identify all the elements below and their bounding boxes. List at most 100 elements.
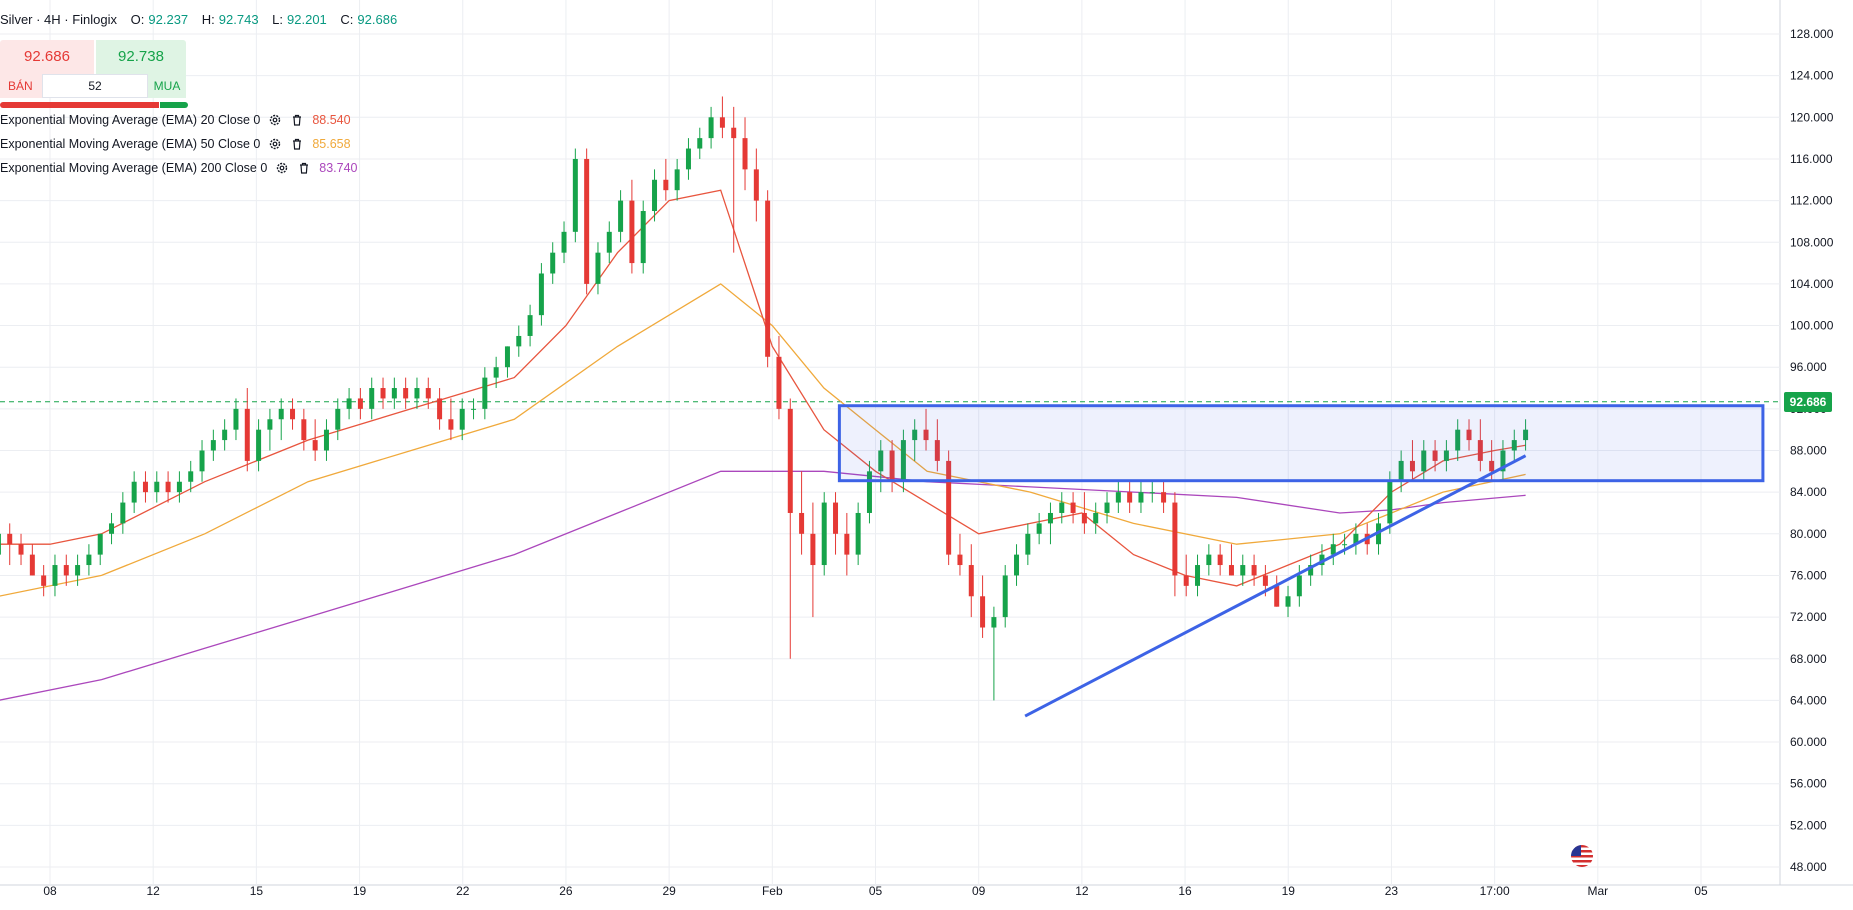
gear-icon[interactable] <box>275 161 289 175</box>
candle <box>776 335 782 420</box>
candle-body <box>471 408 477 410</box>
candle <box>765 190 771 368</box>
price-tick-label: 64.000 <box>1790 693 1827 707</box>
price-tick-label: 108.000 <box>1790 235 1834 249</box>
candle <box>912 419 918 461</box>
candle <box>233 398 239 441</box>
candle <box>7 523 13 566</box>
candle-body <box>1081 512 1087 524</box>
trash-icon[interactable] <box>290 113 304 127</box>
candle-body <box>572 158 578 232</box>
trash-icon[interactable] <box>290 137 304 151</box>
time-tick-label: 23 <box>1385 884 1399 898</box>
candle-body <box>131 481 137 503</box>
candle-body <box>1025 533 1031 555</box>
candle <box>538 263 544 326</box>
low-label: L: <box>272 12 284 27</box>
time-tick-label: 26 <box>559 884 573 898</box>
candle <box>29 544 35 576</box>
candle-body <box>719 117 725 128</box>
ema200-line <box>0 470 1526 701</box>
candle <box>448 398 454 441</box>
candle-body <box>403 388 409 399</box>
candle <box>41 565 47 597</box>
candle-body <box>188 471 194 482</box>
candle-body <box>301 419 307 441</box>
candle-body <box>878 450 884 472</box>
candle-body <box>1149 492 1155 494</box>
candle-body <box>448 419 454 430</box>
candle <box>1149 481 1155 503</box>
candle <box>1455 419 1461 461</box>
candle <box>1014 544 1020 586</box>
candle <box>278 398 284 441</box>
candle-body <box>1421 450 1427 472</box>
candle-body <box>1398 460 1404 482</box>
candle-body <box>323 429 329 451</box>
candle-body <box>1240 565 1246 576</box>
candle-body <box>482 377 488 409</box>
candle-body <box>199 450 205 472</box>
candle-body <box>165 481 171 493</box>
candle-body <box>1047 512 1053 524</box>
candle <box>685 138 691 180</box>
candle-body <box>1183 575 1189 586</box>
candle-body <box>1217 554 1223 566</box>
sell-ratio-bar <box>0 102 159 108</box>
symbol-title: Silver · 4H · Finlogix <box>0 12 118 27</box>
candle <box>855 502 861 566</box>
gear-icon[interactable] <box>268 137 282 151</box>
candle-body <box>1477 440 1483 461</box>
chart-header: Silver · 4H · Finlogix O: 92.237 H: 92.743… <box>0 12 397 27</box>
sell-price-button[interactable]: 92.686 <box>0 40 94 74</box>
candle-body <box>561 231 567 253</box>
candle-body <box>346 398 352 409</box>
buy-button[interactable]: MUA <box>148 74 186 98</box>
resistance-rectangle <box>837 404 1765 483</box>
candle <box>866 460 872 524</box>
candle <box>482 367 488 420</box>
candle-body <box>1330 544 1336 555</box>
candle-body <box>753 169 759 201</box>
candle <box>1172 492 1178 597</box>
buy-price-button[interactable]: 92.738 <box>96 40 186 74</box>
candle-body <box>900 440 906 482</box>
candle-body <box>41 575 47 586</box>
candle-body <box>663 179 669 191</box>
candle <box>1308 554 1314 586</box>
candle <box>131 471 137 513</box>
candle <box>63 554 69 586</box>
trash-icon[interactable] <box>297 161 311 175</box>
price-tick-label: 72.000 <box>1790 610 1827 624</box>
indicator-label: Exponential Moving Average (EMA) 20 Clos… <box>0 113 261 127</box>
candle <box>1500 440 1506 482</box>
candle-body <box>912 429 918 441</box>
indicator-value: 83.740 <box>319 161 358 175</box>
candle-body <box>674 169 680 191</box>
gear-icon[interactable] <box>268 113 282 127</box>
candle <box>1274 575 1280 607</box>
candle <box>18 533 24 566</box>
candle-body <box>1455 429 1461 451</box>
candle-body <box>335 408 341 430</box>
candle-body <box>1115 492 1121 503</box>
candle <box>663 158 669 201</box>
candle <box>787 398 793 659</box>
candle <box>1195 554 1201 597</box>
candle-body <box>86 554 92 566</box>
candle-body <box>256 429 262 461</box>
candle-body <box>52 565 58 586</box>
us-flag-icon[interactable] <box>1571 845 1593 867</box>
candle-body <box>1432 450 1438 461</box>
candle <box>459 398 465 441</box>
sell-button[interactable]: BÁN <box>0 74 42 98</box>
indicator-ema50[interactable]: Exponential Moving Average (EMA) 50 Clos… <box>0 137 351 151</box>
candle-body <box>968 565 974 597</box>
candle <box>708 106 714 149</box>
indicator-ema20[interactable]: Exponential Moving Average (EMA) 20 Clos… <box>0 113 351 127</box>
indicator-ema200[interactable]: Exponential Moving Average (EMA) 200 Clo… <box>0 161 358 175</box>
candle <box>652 169 658 222</box>
price-tick-label: 124.000 <box>1790 69 1834 83</box>
time-tick-label: 22 <box>456 884 470 898</box>
